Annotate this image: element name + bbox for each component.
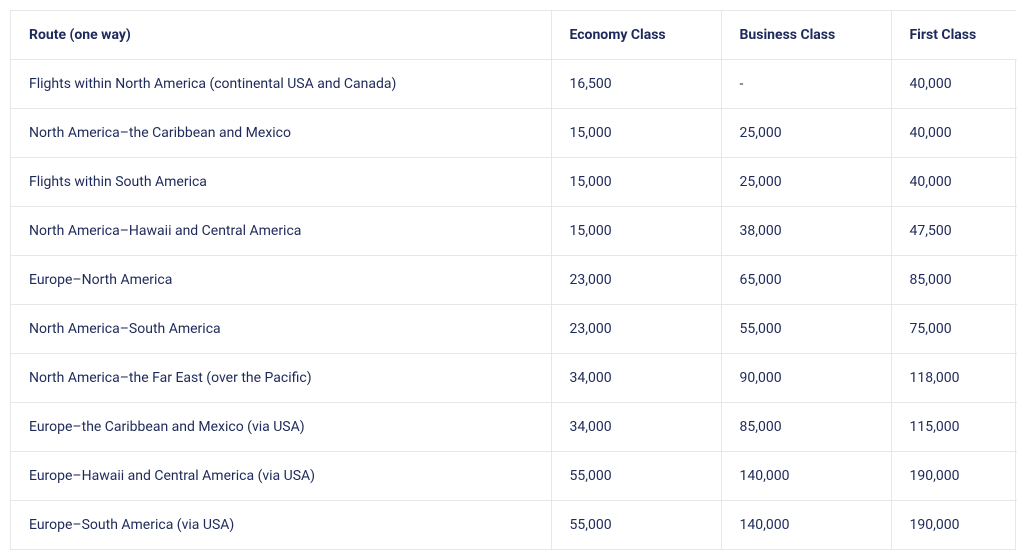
- cell-business: 25,000: [721, 158, 891, 207]
- cell-business: 55,000: [721, 305, 891, 354]
- cell-first: 85,000: [891, 256, 1017, 305]
- cell-first: 40,000: [891, 158, 1017, 207]
- cell-route: North America–the Caribbean and Mexico: [11, 109, 551, 158]
- cell-economy: 34,000: [551, 403, 721, 452]
- table-header-row: Route (one way) Economy Class Business C…: [11, 11, 1017, 60]
- cell-economy: 34,000: [551, 354, 721, 403]
- cell-route: North America–South America: [11, 305, 551, 354]
- cell-business: 140,000: [721, 501, 891, 550]
- table-header: Route (one way) Economy Class Business C…: [11, 11, 1017, 60]
- cell-route: Europe–South America (via USA): [11, 501, 551, 550]
- cell-route: Europe–North America: [11, 256, 551, 305]
- cell-business: 85,000: [721, 403, 891, 452]
- cell-business: 140,000: [721, 452, 891, 501]
- cell-economy: 15,000: [551, 207, 721, 256]
- cell-business: 90,000: [721, 354, 891, 403]
- table-row: Flights within South America 15,000 25,0…: [11, 158, 1017, 207]
- cell-business: 65,000: [721, 256, 891, 305]
- cell-economy: 23,000: [551, 305, 721, 354]
- cell-first: 190,000: [891, 501, 1017, 550]
- cell-first: 47,500: [891, 207, 1017, 256]
- cell-economy: 23,000: [551, 256, 721, 305]
- cell-first: 40,000: [891, 109, 1017, 158]
- cell-route: Flights within North America (continenta…: [11, 60, 551, 109]
- cell-route: Europe–Hawaii and Central America (via U…: [11, 452, 551, 501]
- table-row: North America–the Far East (over the Pac…: [11, 354, 1017, 403]
- col-header-first: First Class: [891, 11, 1017, 60]
- cell-economy: 15,000: [551, 158, 721, 207]
- cell-business: -: [721, 60, 891, 109]
- cell-route: North America–Hawaii and Central America: [11, 207, 551, 256]
- award-chart-table: Route (one way) Economy Class Business C…: [11, 11, 1017, 549]
- table-row: Europe–the Caribbean and Mexico (via USA…: [11, 403, 1017, 452]
- cell-economy: 55,000: [551, 501, 721, 550]
- cell-first: 190,000: [891, 452, 1017, 501]
- cell-business: 38,000: [721, 207, 891, 256]
- cell-route: Europe–the Caribbean and Mexico (via USA…: [11, 403, 551, 452]
- cell-first: 40,000: [891, 60, 1017, 109]
- cell-economy: 55,000: [551, 452, 721, 501]
- table-row: Flights within North America (continenta…: [11, 60, 1017, 109]
- table-body: Flights within North America (continenta…: [11, 60, 1017, 550]
- table-row: North America–South America 23,000 55,00…: [11, 305, 1017, 354]
- cell-economy: 15,000: [551, 109, 721, 158]
- cell-route: North America–the Far East (over the Pac…: [11, 354, 551, 403]
- cell-first: 75,000: [891, 305, 1017, 354]
- table-row: Europe–Hawaii and Central America (via U…: [11, 452, 1017, 501]
- table-row: Europe–North America 23,000 65,000 85,00…: [11, 256, 1017, 305]
- cell-business: 25,000: [721, 109, 891, 158]
- cell-first: 115,000: [891, 403, 1017, 452]
- cell-economy: 16,500: [551, 60, 721, 109]
- col-header-business: Business Class: [721, 11, 891, 60]
- table-row: Europe–South America (via USA) 55,000 14…: [11, 501, 1017, 550]
- cell-first: 118,000: [891, 354, 1017, 403]
- table-row: North America–the Caribbean and Mexico 1…: [11, 109, 1017, 158]
- award-chart-table-container: Route (one way) Economy Class Business C…: [10, 10, 1016, 550]
- table-row: North America–Hawaii and Central America…: [11, 207, 1017, 256]
- cell-route: Flights within South America: [11, 158, 551, 207]
- col-header-route: Route (one way): [11, 11, 551, 60]
- col-header-economy: Economy Class: [551, 11, 721, 60]
